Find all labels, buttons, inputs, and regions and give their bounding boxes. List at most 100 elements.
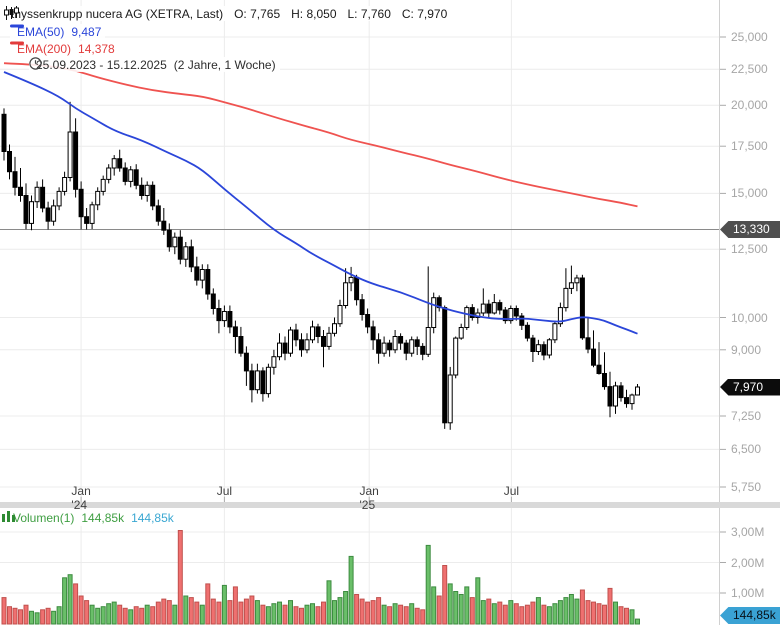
candle-body	[128, 169, 134, 182]
candle-body	[387, 342, 393, 351]
candle-body	[591, 348, 596, 366]
volume-legend[interactable]: Volumen(1) 144,85k 144,85k	[2, 510, 182, 526]
candle-body	[321, 336, 326, 347]
volume-bar	[381, 604, 387, 625]
candle-body	[177, 236, 183, 260]
volume-bar	[254, 600, 260, 625]
volume-bar	[194, 601, 200, 625]
volume-bar	[398, 604, 404, 625]
volume-bar	[12, 607, 18, 625]
candle-body	[497, 302, 503, 311]
volume-bar	[508, 600, 514, 625]
instrument-legend[interactable]: thyssenkrupp nucera AG (XETRA, Last) O: …	[4, 6, 452, 21]
candle-body	[370, 326, 376, 341]
volume-bar	[519, 606, 525, 625]
time-tick-label: Jan '24	[71, 484, 91, 512]
ema200-line	[3, 62, 638, 208]
candle-body	[524, 324, 530, 339]
ema50-legend[interactable]: EMA(50) 9,487	[10, 24, 106, 39]
volume-value-blue: 144,85k	[131, 511, 174, 525]
volume-bar	[530, 601, 536, 625]
volume-bar	[414, 607, 420, 625]
candle-body	[354, 276, 360, 301]
candle-body	[486, 303, 492, 314]
volume-bar	[288, 600, 293, 625]
candle-body	[365, 314, 371, 328]
candle-body	[23, 195, 29, 224]
time-tick-label: Jan '25	[359, 484, 379, 512]
volume-bar	[425, 544, 431, 625]
ema200-legend[interactable]: EMA(200) 14,378	[10, 41, 119, 56]
candle-body	[161, 220, 167, 231]
candle-body	[541, 344, 547, 356]
candle-body	[221, 311, 227, 322]
volume-bar	[227, 600, 233, 625]
volume-bar	[111, 601, 117, 625]
candle-body	[293, 329, 299, 341]
candle-body	[73, 131, 79, 190]
volume-bar	[442, 565, 448, 625]
candle-body	[398, 336, 404, 344]
volume-bar	[265, 606, 271, 625]
volume-bar	[1, 597, 7, 625]
ohlc-high: H: 8,050	[291, 6, 337, 21]
candle-body	[40, 186, 46, 209]
candle-body	[535, 344, 541, 353]
candle-body	[409, 339, 415, 354]
volume-bar	[618, 606, 624, 625]
candle-body	[288, 329, 293, 354]
candle-body	[315, 326, 321, 337]
volume-bar	[458, 594, 464, 625]
candle-body	[199, 269, 205, 281]
volume-bar	[155, 601, 161, 625]
volume-bar	[139, 607, 145, 625]
price-tick-label: 25,000	[731, 30, 768, 44]
volume-bar	[89, 604, 95, 625]
volume-bar	[29, 610, 34, 625]
volume-bar	[392, 603, 398, 625]
volume-bar	[464, 586, 470, 625]
candle-body	[194, 266, 200, 281]
instrument-title: thyssenkrupp nucera AG (XETRA, Last)	[11, 6, 224, 21]
volume-bar	[133, 606, 139, 625]
candle-body	[133, 169, 139, 186]
volume-bar	[205, 583, 211, 625]
candle-body	[277, 342, 282, 358]
date-range-legend[interactable]: 25.09.2023 - 15.12.2025 (2 Jahre, 1 Woch…	[29, 57, 280, 72]
volume-bar	[475, 577, 481, 625]
volume-bar	[144, 604, 150, 625]
volume-bar	[535, 597, 541, 625]
volume-bar	[95, 607, 101, 625]
pane-scrollbar[interactable]	[0, 502, 780, 508]
volume-bar	[56, 606, 62, 625]
volume-bars	[1, 530, 640, 625]
candle-body	[585, 337, 591, 350]
volume-bar	[277, 601, 282, 625]
volume-bar	[326, 580, 332, 625]
volume-bar	[249, 595, 255, 625]
candle-body	[447, 374, 453, 424]
volume-bar	[469, 597, 475, 625]
candle-body	[29, 201, 34, 224]
volume-bar	[321, 601, 326, 625]
candle-body	[502, 309, 508, 322]
candle-body	[7, 151, 12, 173]
volume-bar	[436, 595, 442, 625]
volume-bar	[299, 607, 304, 625]
volume-bar	[524, 604, 530, 625]
volume-bar	[431, 586, 437, 625]
volume-label: Volumen(1)	[13, 511, 75, 525]
candle-body	[100, 178, 106, 192]
candle-body	[95, 190, 101, 206]
price-tick-label: 6,500	[731, 442, 762, 457]
volume-bar	[491, 603, 497, 625]
volume-bar	[216, 601, 222, 625]
volume-tick-label: 3,00M	[731, 525, 765, 539]
volume-bar	[100, 606, 106, 625]
candle-body	[624, 397, 629, 405]
volume-bar	[238, 601, 244, 625]
volume-bar	[188, 597, 194, 625]
candle-body	[392, 336, 398, 351]
candle-body	[348, 276, 354, 284]
